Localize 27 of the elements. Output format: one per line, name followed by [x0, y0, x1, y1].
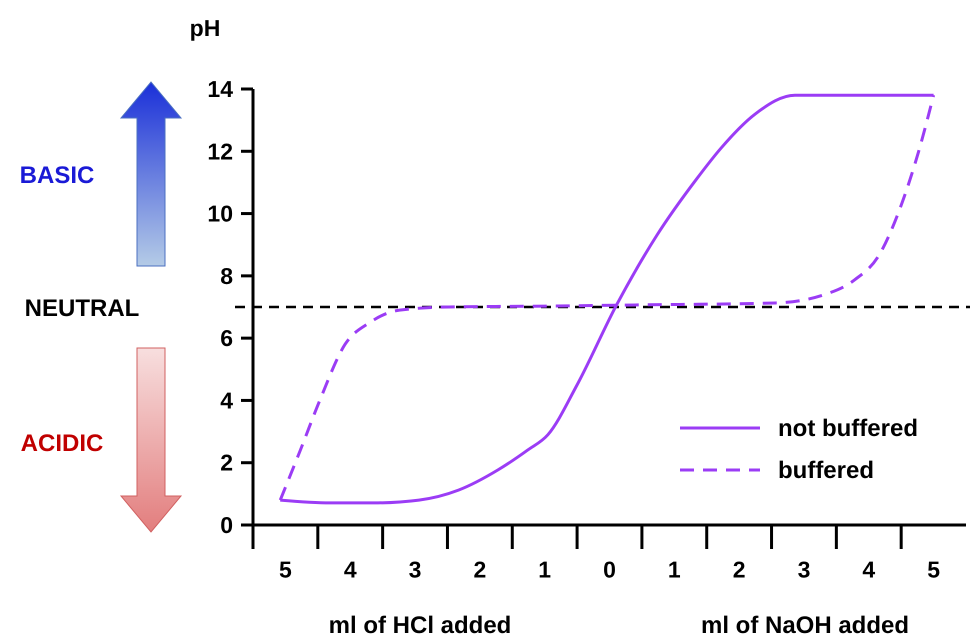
y-axis-title: pH: [190, 15, 220, 41]
x-tick-label: 4: [862, 556, 876, 582]
y-tick-label: 12: [207, 138, 233, 164]
y-tick-label: 0: [220, 512, 233, 538]
text: ml of HCl added: [328, 612, 512, 639]
x-tick-label: 5: [927, 556, 940, 582]
x-tick-label: 3: [798, 556, 810, 582]
legend-label: not buffered: [778, 415, 918, 442]
x-tick-label: 2: [732, 556, 746, 582]
x-tick-label: 5: [279, 556, 292, 582]
y-tick-label: 8: [220, 262, 234, 289]
y-tick-label: 14: [207, 76, 234, 102]
y-tick-label: 6: [220, 325, 233, 352]
x-tick-label: 1: [538, 556, 552, 582]
text: BASIC: [20, 162, 94, 189]
x-tick-label: 1: [668, 556, 681, 582]
text: NEUTRAL: [24, 295, 140, 322]
x-tick-label: 0: [603, 556, 616, 582]
legend-label: buffered: [778, 457, 874, 484]
x-tick-label: 3: [408, 556, 422, 582]
text: ACIDIC: [20, 430, 104, 457]
text: ml of NaOH added: [700, 612, 910, 639]
y-tick-label: 4: [220, 387, 234, 414]
x-tick-label: 4: [344, 556, 357, 582]
y-tick-label: 10: [207, 200, 233, 227]
y-tick-label: 2: [220, 450, 233, 476]
x-tick-label: 2: [473, 556, 486, 582]
